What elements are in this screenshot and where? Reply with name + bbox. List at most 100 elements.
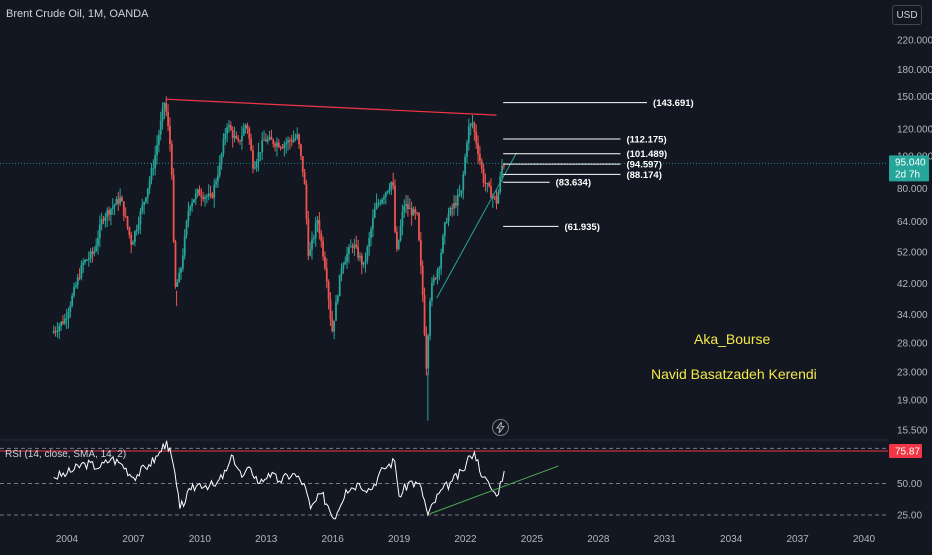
candle-body (58, 325, 61, 331)
time-axis-label: 2016 (322, 534, 345, 545)
candle-body (209, 193, 212, 195)
candle-body (172, 174, 175, 242)
candle-body (189, 206, 192, 211)
support-trendline[interactable] (436, 152, 517, 299)
candle-body (115, 199, 118, 205)
candle-body (453, 202, 455, 209)
candle-body (331, 319, 334, 332)
candle-body (211, 194, 214, 198)
candle-body (301, 155, 304, 173)
candle-body (281, 147, 284, 149)
candle-body (471, 123, 474, 125)
candle-body (366, 247, 369, 261)
candle-body (340, 268, 343, 275)
level-label: (88.174) (626, 170, 661, 181)
candle-body (132, 241, 134, 245)
candle-body (196, 189, 199, 194)
candle-body (78, 277, 81, 279)
candle-body (62, 321, 64, 324)
candle-body (156, 144, 158, 156)
candle-body (169, 125, 171, 145)
candle-body (181, 255, 184, 269)
candle-body (261, 140, 264, 153)
price-axis-label: 28.000 (897, 339, 928, 350)
candle-body (412, 209, 415, 216)
candle-body (250, 138, 253, 151)
candle-body (143, 201, 146, 206)
candle-body (311, 239, 313, 250)
candle-body (133, 231, 136, 242)
candle-body (137, 224, 140, 230)
candle-body (253, 167, 256, 169)
candle-body (207, 193, 210, 197)
candle-body (283, 144, 286, 148)
candle-body (329, 299, 332, 320)
rsi-indicator-title[interactable]: RSI (14, close, SMA, 14, 2) (5, 449, 127, 460)
candle-body (501, 165, 503, 177)
rsi-trendline[interactable] (429, 465, 559, 515)
currency-button[interactable]: USD (892, 5, 922, 25)
price-axis-label: 19.000 (897, 396, 928, 407)
candle-body (141, 205, 144, 212)
candle-body (362, 262, 365, 265)
candle-body (122, 201, 125, 216)
candle-body (128, 227, 131, 235)
candle-body (91, 251, 94, 254)
candle-body (451, 207, 454, 209)
candle-body (392, 182, 395, 186)
candle-body (403, 205, 406, 212)
candle-body (119, 197, 122, 204)
candle-body (263, 139, 265, 141)
author-name: Navid Basatzadeh Kerendi (651, 366, 817, 382)
candle-body (98, 224, 101, 239)
candle-body (384, 192, 387, 198)
candle-body (106, 210, 109, 217)
candle-body (202, 197, 205, 199)
candle-body (154, 155, 157, 169)
level-label: (61.935) (564, 222, 599, 233)
candle-body (493, 196, 496, 198)
candle-body (373, 208, 376, 218)
candle-body (421, 265, 424, 295)
symbol-title[interactable]: Brent Crude Oil, 1M, OANDA (6, 8, 149, 20)
candle-body (248, 128, 251, 139)
candle-body (309, 249, 312, 256)
bolt-icon[interactable] (492, 419, 509, 436)
candle-body (480, 160, 483, 169)
candle-body (316, 220, 319, 224)
candle-body (368, 237, 371, 248)
price-axis-label: 52.000 (897, 248, 928, 259)
candle-body (104, 216, 107, 221)
candle-body (434, 278, 437, 280)
candle-body (87, 258, 90, 260)
candle-body (360, 255, 363, 265)
candle-body (54, 331, 57, 333)
candle-body (148, 179, 151, 189)
candle-body (431, 282, 433, 301)
candle-body (336, 296, 339, 302)
candle-body (390, 182, 393, 189)
price-axis-label: 42.000 (897, 279, 928, 290)
candle-body (473, 123, 476, 132)
candle-body (84, 260, 86, 263)
time-axis-label: 2004 (56, 534, 79, 545)
level-label: (94.597) (626, 160, 661, 171)
candle-body (478, 154, 481, 161)
time-axis-label: 2022 (454, 534, 477, 545)
candle-body (159, 120, 162, 135)
candle-body (97, 238, 99, 246)
candle-body (464, 156, 467, 175)
candle-body (89, 251, 92, 259)
candle-body (244, 125, 247, 129)
resistance-trendline[interactable] (166, 98, 497, 116)
candle-body (495, 196, 498, 204)
candle-body (222, 139, 225, 154)
price-axis-label: 64.000 (897, 217, 928, 228)
candle-body (113, 204, 116, 207)
candle-body (438, 268, 441, 271)
candle-body (408, 208, 411, 210)
candle-body (460, 190, 463, 195)
candle-body (82, 262, 85, 266)
